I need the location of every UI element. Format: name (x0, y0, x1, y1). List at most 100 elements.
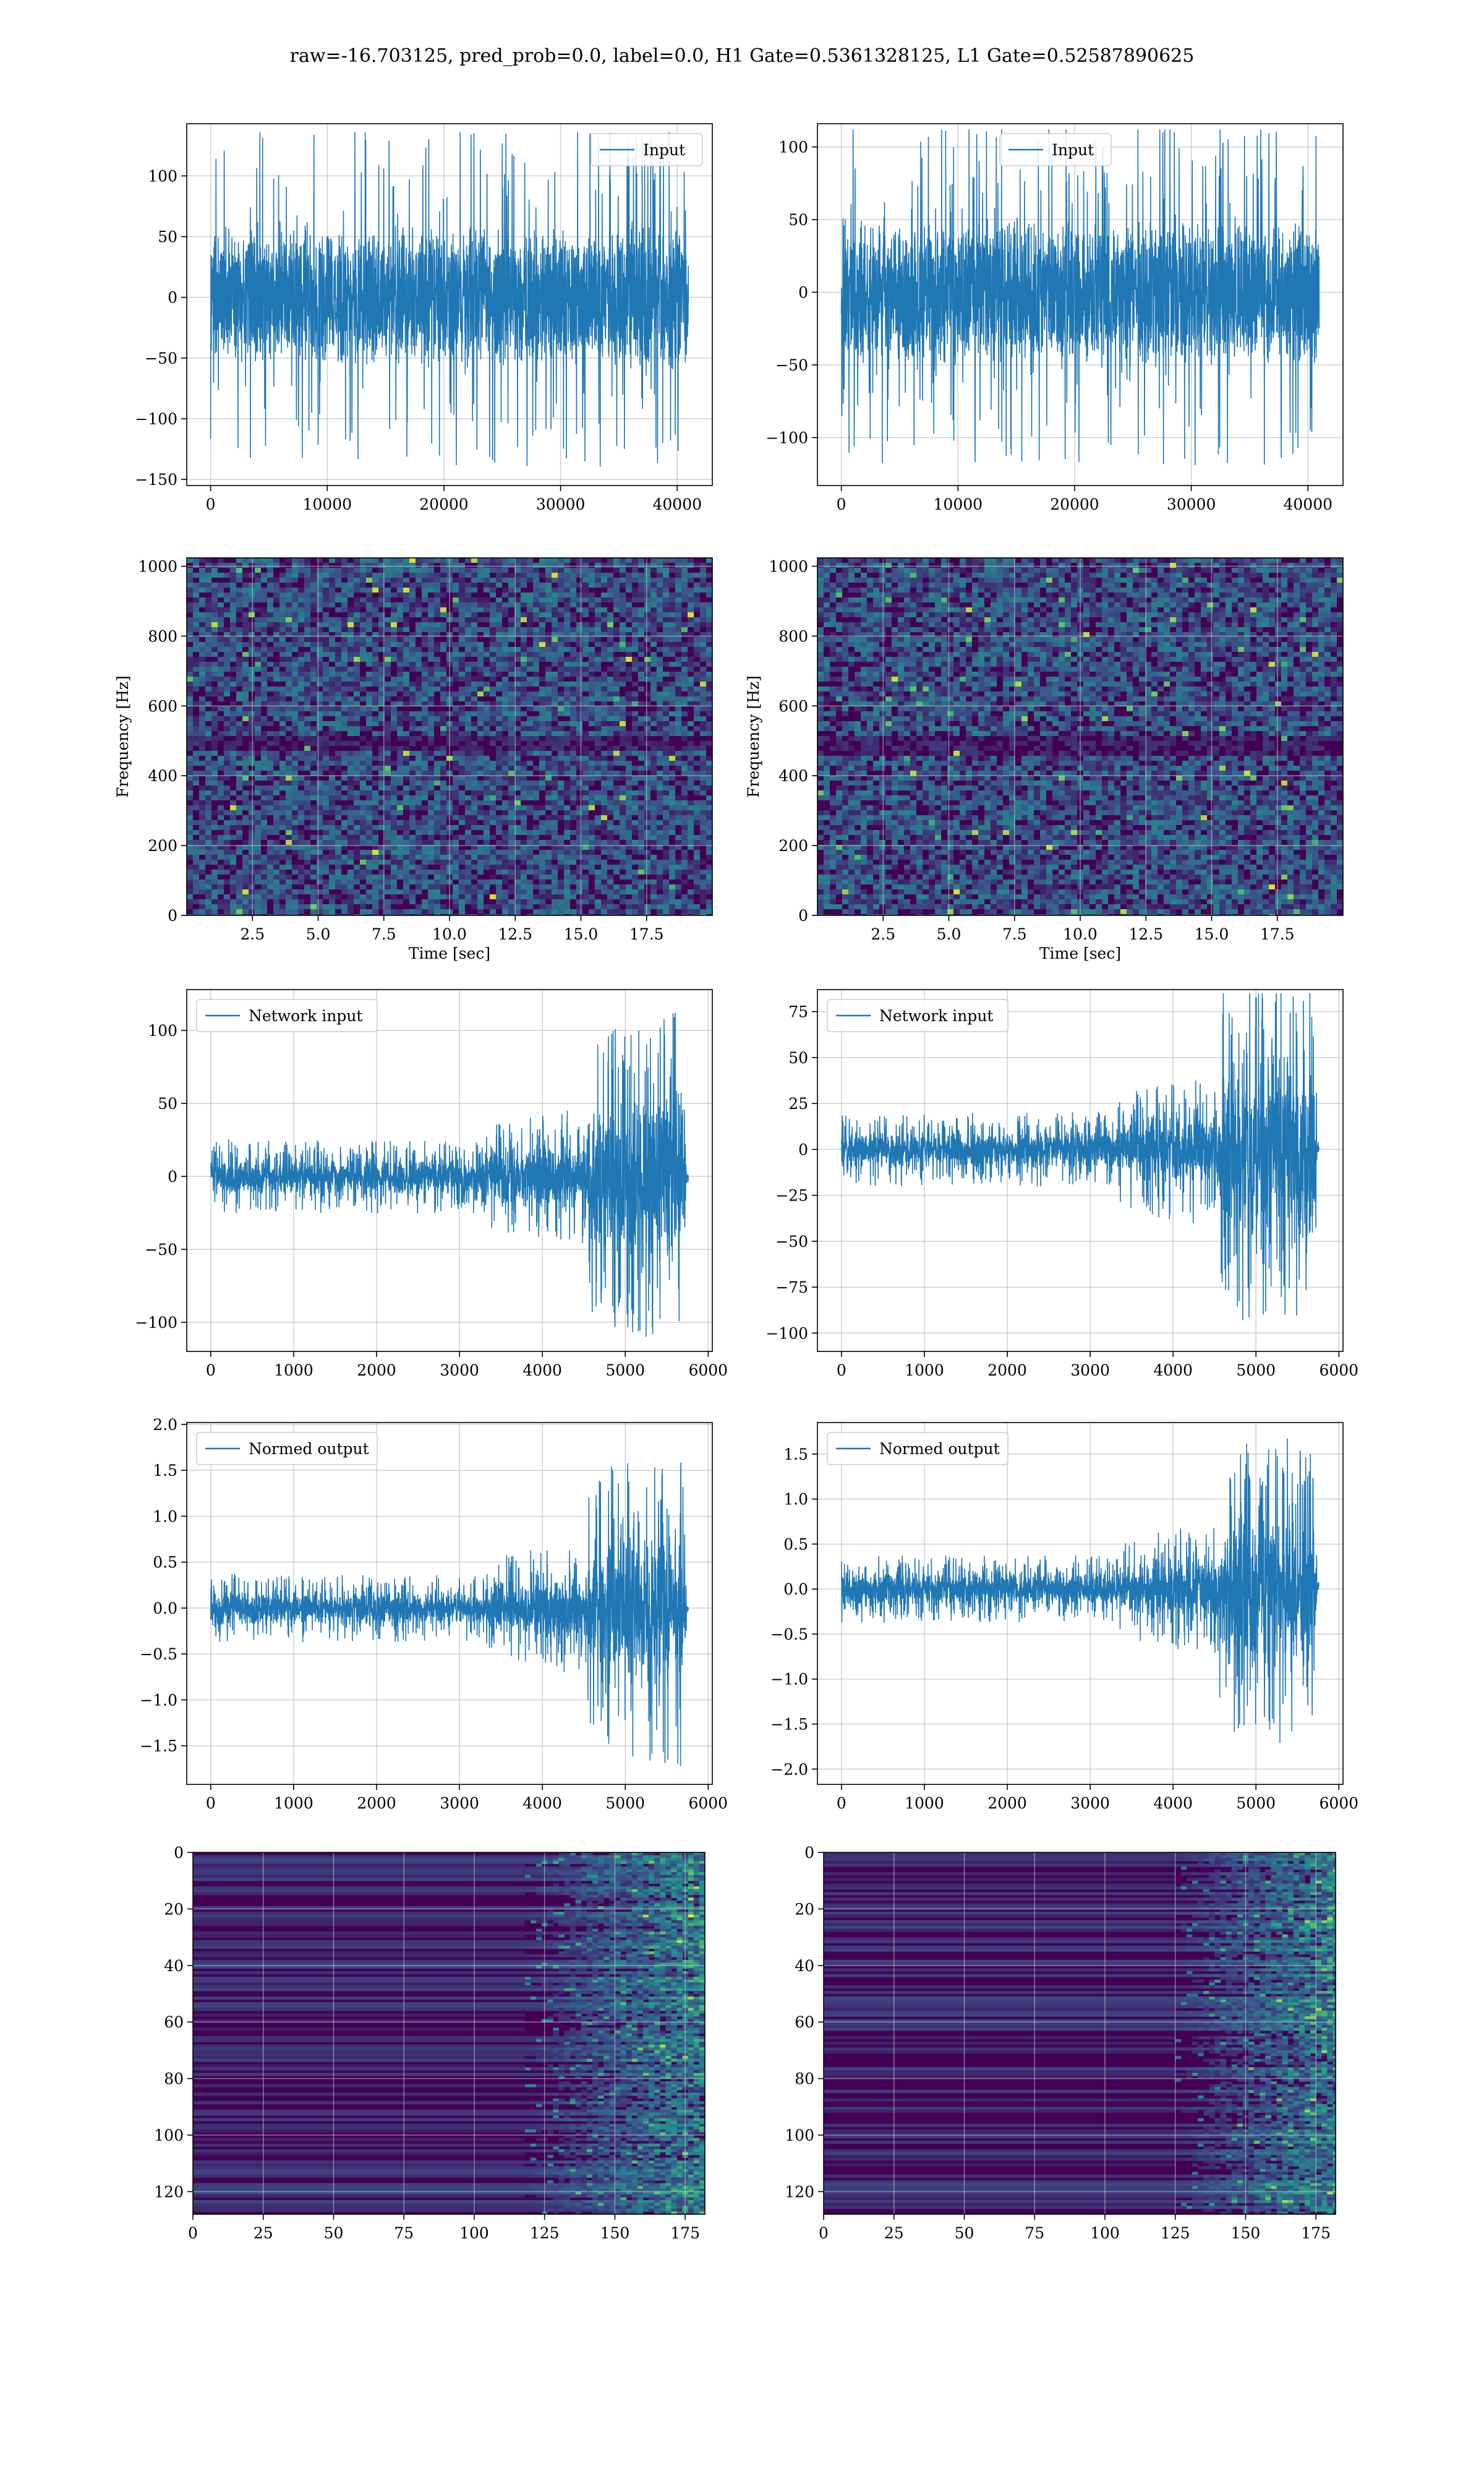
spectrogram-cell (576, 583, 582, 588)
spectrogram-cell (477, 597, 484, 602)
spectrogram-cell (657, 830, 663, 835)
spectrogram-cell (582, 899, 589, 904)
spectrogram-cell (576, 716, 582, 721)
spectrogram-cell (372, 563, 378, 568)
spectrogram-cell (218, 672, 224, 677)
spectrogram-cell (681, 622, 688, 627)
spectrogram-cell (552, 711, 558, 716)
spectrogram-cell (706, 785, 712, 790)
spectrogram-cell (564, 875, 570, 880)
spectrogram-cell (409, 568, 416, 573)
spectrogram-cell (601, 805, 607, 810)
spectrogram-cell (576, 682, 582, 687)
spectrogram-cell (564, 558, 570, 563)
spectrogram-cell (688, 662, 694, 667)
spectrogram-cell (595, 815, 601, 820)
spectrogram-cell (205, 756, 211, 761)
spectrogram-cell (249, 711, 255, 716)
spectrogram-cell (570, 558, 576, 563)
spectrogram-cell (533, 617, 539, 622)
spectrogram-cell (428, 884, 434, 889)
spectrogram-cell (694, 860, 700, 865)
spectrogram-cell (465, 627, 471, 632)
spectrogram-cell (292, 721, 298, 726)
spectrogram-cell (242, 662, 249, 667)
spectrogram-cell (348, 682, 354, 687)
spectrogram-cell (706, 731, 712, 736)
spectrogram-cell (292, 612, 298, 617)
spectrogram-cell (292, 672, 298, 677)
spectrogram-cell (317, 800, 323, 805)
spectrogram-cell (279, 800, 286, 805)
spectrogram-cell (675, 647, 681, 652)
spectrogram-cell (385, 805, 391, 810)
spectrogram-cell (453, 855, 459, 860)
spectrogram-cell (589, 790, 595, 795)
spectrogram-cell (224, 583, 230, 588)
spectrogram-cell (589, 602, 595, 607)
spectrogram-cell (620, 884, 626, 889)
spectrogram-cell (323, 756, 329, 761)
spectrogram-cell (706, 696, 712, 701)
spectrogram-cell (205, 726, 211, 731)
spectrogram-cell (558, 726, 564, 731)
spectrogram-cell (385, 602, 391, 607)
spectrogram-cell (644, 593, 650, 597)
spectrogram-cell (502, 691, 508, 696)
spectrogram-cell (484, 667, 490, 672)
spectrogram-cell (521, 597, 527, 602)
spectrogram-cell (366, 894, 372, 899)
spectrogram-cell (187, 756, 193, 761)
spectrogram-cell (193, 637, 199, 642)
spectrogram-cell (366, 652, 372, 657)
spectrogram-cell (675, 726, 681, 731)
spectrogram-cell (323, 880, 329, 884)
spectrogram-cell (354, 677, 360, 682)
spectrogram-cell (490, 860, 496, 865)
spectrogram-cell (224, 726, 230, 731)
spectrogram-cell (298, 706, 304, 711)
spectrogram-cell (378, 573, 385, 578)
spectrogram-cell (249, 687, 255, 691)
spectrogram-cell (514, 736, 521, 741)
spectrogram-cell (533, 746, 539, 751)
spectrogram-cell (638, 899, 644, 904)
spectrogram-cell (663, 880, 669, 884)
spectrogram-cell (236, 627, 242, 632)
spectrogram-cell (261, 632, 267, 637)
spectrogram-cell (595, 771, 601, 776)
spectrogram-cell (422, 563, 428, 568)
spectrogram-cell (230, 652, 236, 657)
spectrogram-cell (329, 790, 335, 795)
spectrogram-cell (669, 637, 675, 642)
spectrogram-cell (385, 731, 391, 736)
spectrogram-cell (638, 771, 644, 776)
spectrogram-cell (372, 662, 378, 667)
spectrogram-cell (205, 622, 211, 627)
spectrogram-cell (199, 652, 205, 657)
spectrogram-cell (514, 830, 521, 835)
spectrogram-cell (521, 677, 527, 682)
spectrogram-cell (626, 612, 632, 617)
spectrogram-cell (477, 894, 484, 899)
spectrogram-cell (496, 617, 502, 622)
spectrogram-cell (422, 726, 428, 731)
spectrogram-cell (490, 627, 496, 632)
spectrogram-cell (620, 845, 626, 850)
spectrogram-cell (700, 632, 706, 637)
spectrogram-cell (626, 776, 632, 781)
spectrogram-cell (490, 761, 496, 766)
spectrogram-cell (249, 731, 255, 736)
spectrogram-cell (700, 716, 706, 721)
spectrogram-cell (576, 672, 582, 677)
spectrogram-cell (193, 627, 199, 632)
spectrogram-cell (663, 785, 669, 790)
spectrogram-cell (348, 706, 354, 711)
spectrogram-cell (255, 583, 261, 588)
spectrogram-cell (397, 573, 403, 578)
spectrogram-cell (187, 691, 193, 696)
spectrogram-cell (576, 899, 582, 904)
spectrogram-cell (564, 865, 570, 870)
spectrogram-cell (601, 612, 607, 617)
spectrogram-cell (681, 627, 688, 632)
